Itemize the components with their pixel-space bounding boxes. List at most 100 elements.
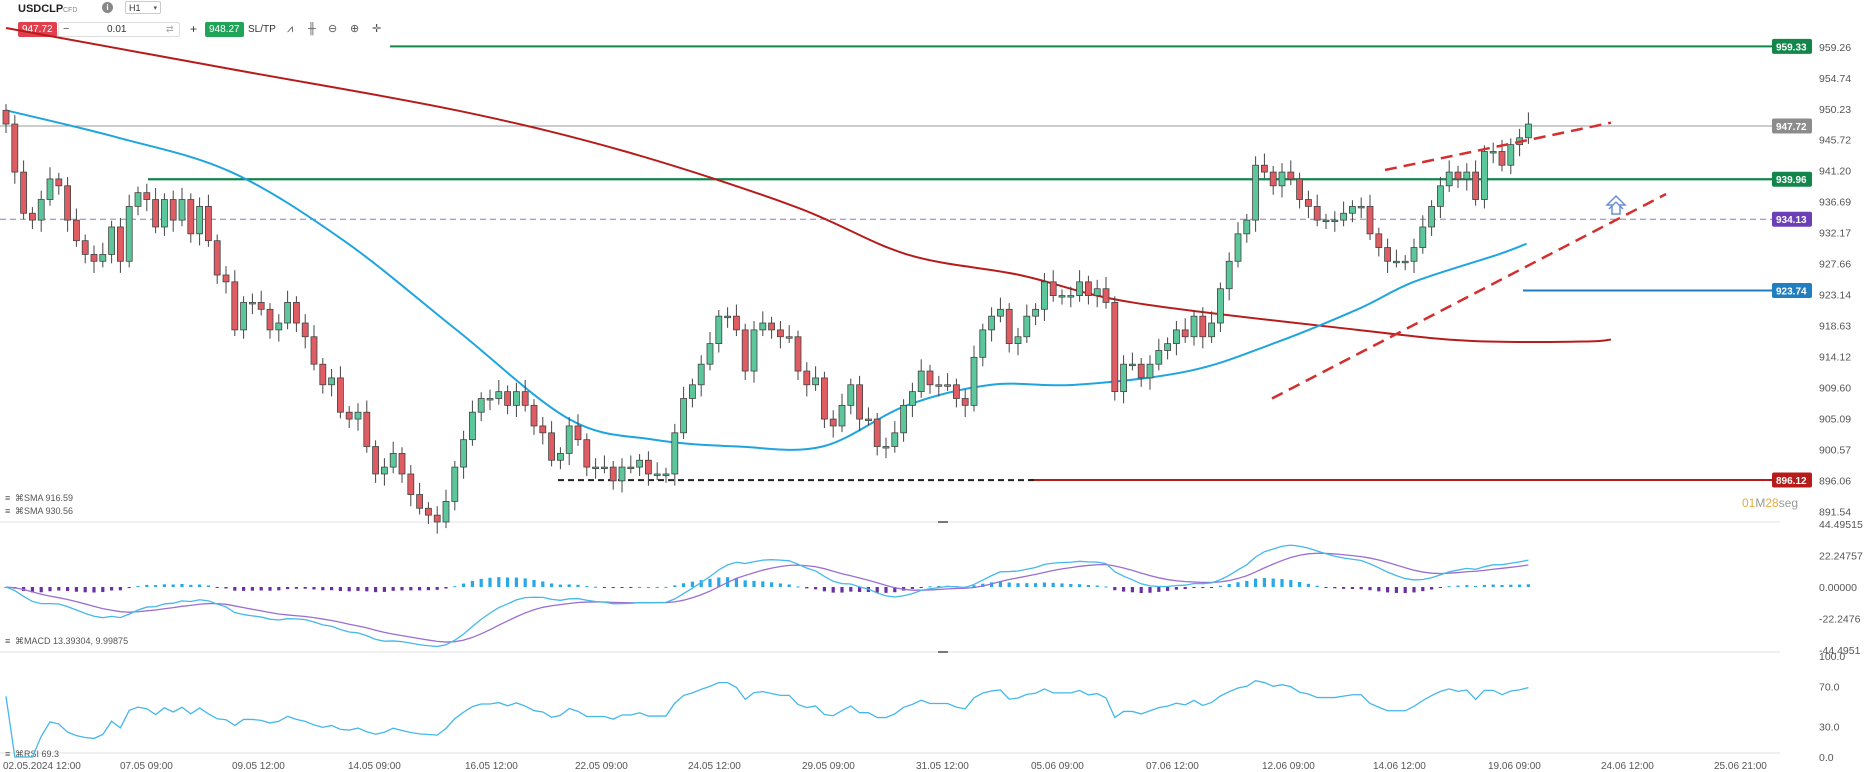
- candle[interactable]: [477, 398, 485, 413]
- candle[interactable]: [856, 384, 863, 420]
- candle[interactable]: [37, 199, 45, 221]
- candle[interactable]: [1181, 329, 1189, 338]
- candle[interactable]: [1243, 219, 1251, 235]
- line-chart-icon[interactable]: ⩘: [287, 23, 294, 35]
- candle[interactable]: [28, 212, 36, 221]
- indicator-legend[interactable]: ≡ ⌘ SMA 930.56: [5, 506, 73, 516]
- candle[interactable]: [1155, 350, 1163, 365]
- candle[interactable]: [1032, 308, 1039, 317]
- candle[interactable]: [680, 398, 687, 434]
- macd-line[interactable]: [5, 544, 1529, 648]
- candle[interactable]: [1419, 226, 1427, 248]
- candle[interactable]: [653, 473, 661, 476]
- candle[interactable]: [451, 466, 459, 502]
- candle[interactable]: [99, 254, 107, 262]
- pane-resize-handle[interactable]: [938, 521, 948, 523]
- candle[interactable]: [935, 384, 943, 387]
- candle[interactable]: [504, 391, 512, 406]
- candle[interactable]: [55, 178, 63, 187]
- candle[interactable]: [1146, 363, 1154, 379]
- candle[interactable]: [134, 192, 142, 207]
- candle[interactable]: [944, 384, 951, 387]
- candle[interactable]: [609, 466, 617, 482]
- candle[interactable]: [1296, 178, 1303, 200]
- candle[interactable]: [468, 411, 476, 441]
- candle[interactable]: [1085, 281, 1092, 296]
- trendline-lower[interactable]: [1271, 192, 1667, 400]
- candle[interactable]: [1401, 260, 1409, 264]
- candle[interactable]: [1375, 233, 1383, 248]
- candle[interactable]: [354, 411, 362, 420]
- candle[interactable]: [891, 432, 899, 447]
- candle[interactable]: [697, 363, 705, 386]
- candle[interactable]: [222, 274, 230, 283]
- candle[interactable]: [213, 240, 221, 276]
- candle[interactable]: [319, 363, 327, 386]
- candle[interactable]: [565, 425, 573, 454]
- candle[interactable]: [407, 473, 415, 495]
- minus-icon[interactable]: −: [63, 23, 70, 35]
- candle[interactable]: [1384, 247, 1391, 262]
- candle[interactable]: [997, 308, 1004, 317]
- indicator-legend[interactable]: ≡ ⌘ RSI 69.3: [5, 749, 59, 759]
- candle[interactable]: [64, 185, 71, 221]
- candle[interactable]: [829, 418, 837, 427]
- candle[interactable]: [785, 336, 793, 339]
- candle[interactable]: [248, 302, 256, 305]
- candle[interactable]: [292, 302, 300, 324]
- candle[interactable]: [2, 109, 10, 125]
- candle[interactable]: [1278, 171, 1286, 187]
- candle[interactable]: [1208, 322, 1215, 338]
- candle[interactable]: [1173, 329, 1180, 345]
- indicator-legend[interactable]: ≡ ⌘ MACD 13.39304, 9.99875: [5, 636, 128, 646]
- candle[interactable]: [81, 240, 89, 255]
- candle[interactable]: [1023, 315, 1031, 338]
- quantity-field[interactable]: [58, 22, 180, 37]
- candle[interactable]: [266, 308, 274, 331]
- candle[interactable]: [741, 329, 749, 372]
- candle[interactable]: [1058, 295, 1066, 298]
- candle[interactable]: [548, 432, 555, 461]
- candle[interactable]: [1340, 212, 1347, 221]
- candle[interactable]: [1366, 205, 1374, 235]
- candle[interactable]: [1313, 205, 1321, 221]
- candle[interactable]: [521, 391, 529, 406]
- candle[interactable]: [1322, 219, 1330, 223]
- candle[interactable]: [821, 377, 828, 420]
- candle[interactable]: [645, 459, 652, 475]
- candle[interactable]: [460, 439, 468, 468]
- candle[interactable]: [11, 123, 19, 173]
- candle[interactable]: [204, 205, 212, 242]
- candle[interactable]: [442, 501, 450, 523]
- candle[interactable]: [1349, 205, 1356, 214]
- candle[interactable]: [1261, 164, 1268, 173]
- candle[interactable]: [1269, 171, 1277, 187]
- candle[interactable]: [750, 329, 758, 372]
- candle[interactable]: [812, 377, 819, 386]
- candle[interactable]: [1076, 281, 1083, 296]
- candle[interactable]: [1331, 219, 1339, 223]
- candle[interactable]: [424, 507, 432, 516]
- candle[interactable]: [592, 466, 599, 470]
- trendline-upper[interactable]: [1384, 121, 1612, 172]
- candle[interactable]: [794, 336, 802, 372]
- candle[interactable]: [389, 452, 397, 468]
- candle[interactable]: [882, 446, 890, 449]
- candle[interactable]: [240, 302, 248, 331]
- crosshair-icon[interactable]: ✛: [372, 23, 382, 35]
- candle[interactable]: [627, 466, 635, 470]
- candle[interactable]: [1252, 164, 1259, 221]
- candle[interactable]: [1225, 260, 1233, 290]
- candle[interactable]: [1129, 363, 1136, 367]
- macd-signal-line[interactable]: [5, 552, 1529, 643]
- candle[interactable]: [275, 322, 283, 331]
- candle[interactable]: [1137, 363, 1145, 379]
- candle[interactable]: [724, 315, 731, 319]
- candle[interactable]: [301, 322, 309, 338]
- candle[interactable]: [1217, 288, 1224, 324]
- candle[interactable]: [706, 343, 714, 365]
- candle[interactable]: [284, 302, 292, 324]
- candle[interactable]: [345, 411, 353, 420]
- candle[interactable]: [196, 205, 204, 235]
